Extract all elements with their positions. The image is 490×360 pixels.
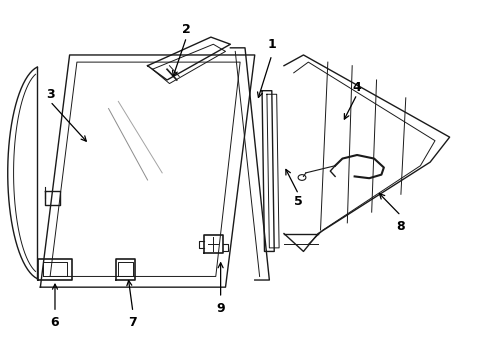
Text: 7: 7 — [128, 316, 137, 329]
Text: 6: 6 — [50, 316, 59, 329]
Text: 1: 1 — [268, 38, 276, 51]
Text: 2: 2 — [182, 23, 191, 36]
Text: 9: 9 — [216, 302, 225, 315]
Text: 3: 3 — [46, 88, 54, 101]
Text: 8: 8 — [396, 220, 405, 233]
Text: 4: 4 — [353, 81, 362, 94]
Text: 5: 5 — [294, 195, 303, 208]
